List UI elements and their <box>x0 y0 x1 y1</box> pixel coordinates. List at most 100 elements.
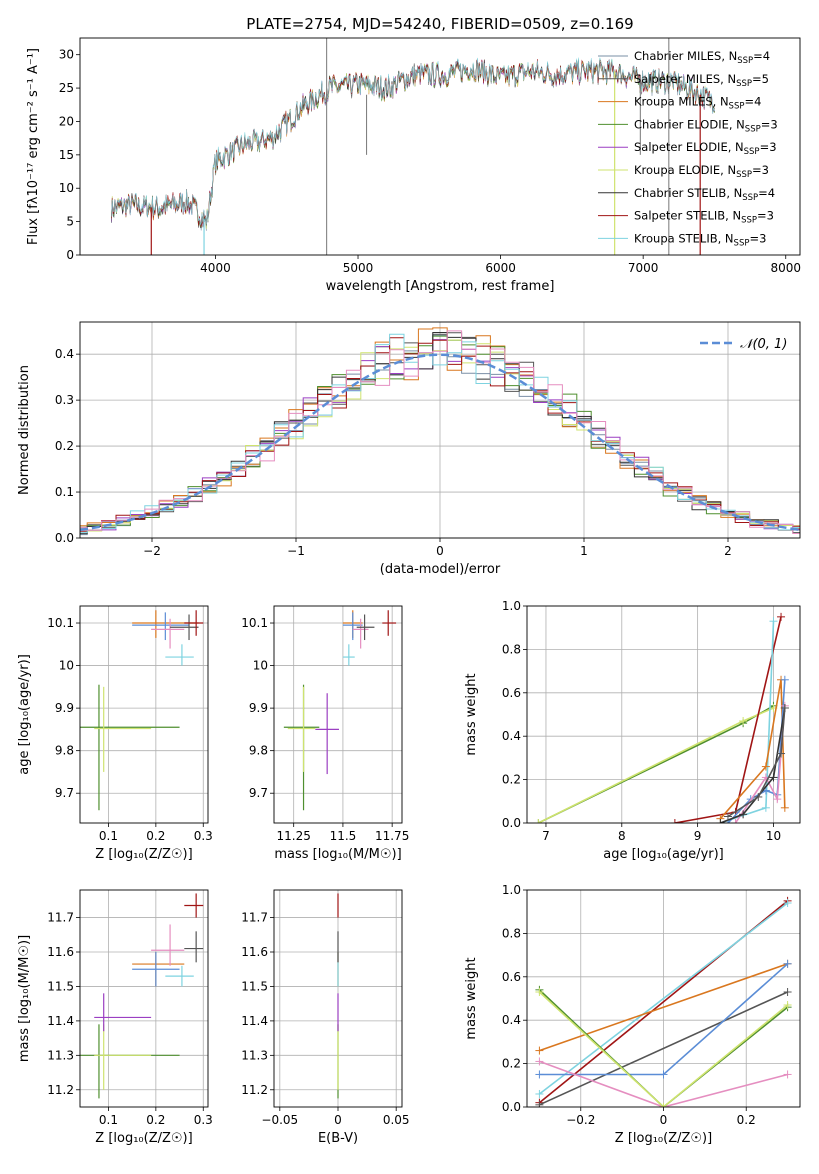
x-tick-label: 8000 <box>770 261 801 275</box>
y-tick-label: 0.0 <box>55 531 74 545</box>
data-point <box>342 612 363 641</box>
x-tick-label: 10 <box>766 829 781 843</box>
axes-frame <box>79 321 801 539</box>
y-tick-label: 30 <box>59 48 74 62</box>
data-point <box>80 1024 180 1099</box>
y-tick-label: 0.6 <box>502 970 521 984</box>
y-axis-label: age [log₁₀(age/yr)] <box>17 654 32 775</box>
spectrum-line <box>111 58 715 229</box>
y-tick-label: 0.0 <box>502 816 521 830</box>
y-tick-label: 9.7 <box>249 786 268 800</box>
plot-area <box>283 610 397 811</box>
x-tick-label: −2 <box>143 544 161 558</box>
data-point <box>356 614 375 641</box>
y-tick-label: 0.2 <box>55 439 74 453</box>
x-tick-label: −0.05 <box>261 1113 298 1127</box>
y-tick-label: 11.3 <box>47 1048 74 1062</box>
y-tick-label: 11.6 <box>47 945 74 959</box>
y-tick-label: 9.9 <box>55 701 74 715</box>
axes-age-vs-mass: 11.25 11.5 11.75 9.7 9.8 9.9 10 10.1 mass [log₁₀… <box>241 605 409 862</box>
axes-spectrum: 4000 5000 6000 7000 8000 0 5 10 15 20 25 30 waveleng… <box>26 37 801 294</box>
y-tick-label: 0.2 <box>502 773 521 787</box>
x-tick-label: 11.75 <box>375 829 409 843</box>
x-tick-label: 0 <box>334 1113 342 1127</box>
y-tick-label: 0 <box>66 248 74 262</box>
y-tick-label: 11.6 <box>241 945 268 959</box>
y-tick-label: 0.1 <box>55 485 74 499</box>
x-axis-label: wavelength [Angstrom, rest frame] <box>326 279 555 294</box>
histogram-step <box>80 333 800 534</box>
plot-area <box>80 893 204 1099</box>
x-tick-label: 11.5 <box>330 829 357 843</box>
x-axis-label: Z [log₁₀(Z/Z☉)] <box>95 1131 192 1146</box>
weight-line <box>727 679 786 823</box>
y-tick-label: 9.8 <box>249 744 268 758</box>
data-point <box>132 952 180 987</box>
spectrum-line <box>111 57 715 226</box>
data-point <box>352 618 369 649</box>
data-point <box>94 993 152 1032</box>
weight-line <box>538 991 789 1107</box>
y-axis-label: Flux [fλ10⁻¹⁷ erg cm⁻² s⁻¹ A⁻¹] <box>26 48 41 245</box>
y-tick-label: 0.0 <box>502 1100 521 1114</box>
plot-area <box>80 610 204 811</box>
y-tick-label: 0.8 <box>502 642 521 656</box>
x-axis-label: Z [log₁₀(Z/Z☉)] <box>615 1131 712 1146</box>
x-axis-label: mass [log₁₀(M/M☉)] <box>274 847 401 862</box>
axes-frame <box>79 605 209 824</box>
data-point <box>382 610 397 636</box>
data-point <box>287 686 316 772</box>
weight-line <box>719 679 786 820</box>
legend-entry: Chabrier STELIB, NSSP=4 <box>634 186 775 203</box>
x-axis-label: (data-model)/error <box>380 562 501 577</box>
y-tick-label: 11.3 <box>241 1048 268 1062</box>
legend-entry: Chabrier ELODIE, NSSP=3 <box>634 117 778 134</box>
y-tick-label: 0.6 <box>502 686 521 700</box>
plot-area <box>80 327 800 536</box>
y-tick-label: 11.5 <box>241 979 268 993</box>
y-tick-label: 1.0 <box>502 599 521 613</box>
legend-entry: Kroupa ELODIE, NSSP=3 <box>634 163 769 180</box>
y-tick-label: 20 <box>59 114 74 128</box>
y-tick-label: 11.4 <box>47 1014 74 1028</box>
y-tick-label: 0.3 <box>55 393 74 407</box>
data-point <box>94 1024 152 1090</box>
x-tick-label: 7 <box>542 829 550 843</box>
spectrum-line <box>111 59 715 226</box>
y-axis-label: mass weight <box>464 673 479 755</box>
plot-area <box>535 896 792 1107</box>
legend-entry: Kroupa MILES, NSSP=4 <box>634 95 761 112</box>
y-tick-label: 9.8 <box>55 744 74 758</box>
weight-line <box>674 616 782 823</box>
x-tick-label: 7000 <box>628 261 659 275</box>
y-tick-label: 5 <box>66 215 74 229</box>
y-tick-label: 11.2 <box>241 1083 268 1097</box>
figure-title: PLATE=2754, MJD=54240, FIBERID=0509, z=0… <box>246 15 633 33</box>
data-point <box>170 614 199 641</box>
x-tick-label: 0.3 <box>194 1113 213 1127</box>
legend-entry: 𝒩(0, 1) <box>740 337 787 352</box>
legend-entry: Chabrier MILES, NSSP=4 <box>634 49 770 66</box>
histogram-step <box>80 330 800 534</box>
axes-frame <box>79 37 801 256</box>
histogram-step <box>80 332 800 535</box>
weight-line <box>727 707 786 818</box>
data-point <box>132 612 190 641</box>
x-tick-label: 9 <box>694 829 702 843</box>
x-tick-label: 8 <box>618 829 626 843</box>
plot-area <box>111 38 715 255</box>
x-tick-label: 0.05 <box>383 1113 410 1127</box>
weight-line <box>539 963 788 1052</box>
y-tick-label: 11.5 <box>47 979 74 993</box>
data-point <box>184 610 204 636</box>
y-tick-label: 9.7 <box>55 786 74 800</box>
y-axis-label: mass [log₁₀(M/M☉)] <box>17 935 32 1062</box>
x-tick-label: 2 <box>724 544 732 558</box>
y-tick-label: 25 <box>59 81 74 95</box>
x-tick-label: 6000 <box>485 261 516 275</box>
gaussian-curve <box>80 353 800 532</box>
y-axis-label: Normed distribution <box>17 365 32 495</box>
y-tick-label: 9.9 <box>249 701 268 715</box>
x-tick-label: 0.2 <box>737 1113 756 1127</box>
